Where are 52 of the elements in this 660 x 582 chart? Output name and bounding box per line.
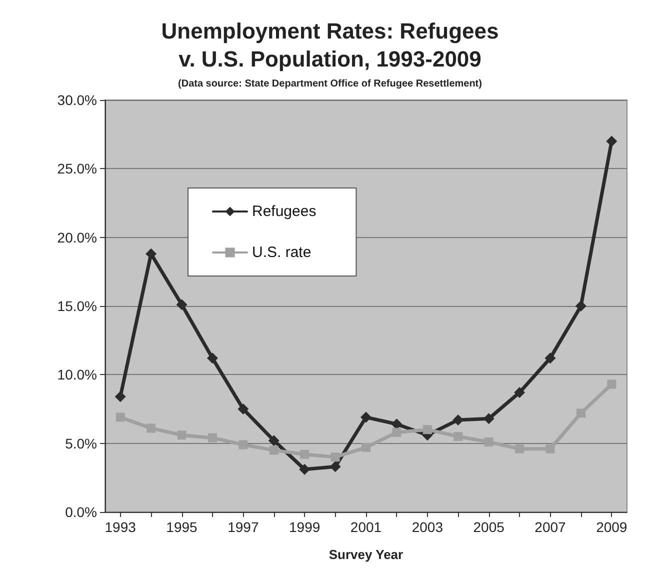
- chart-title: Unemployment Rates: Refugees v. U.S. Population, 1993-2009: [161, 18, 499, 72]
- y-tick-label: 0.0%: [65, 504, 97, 520]
- chart-subtitle: (Data source: State Department Office of Refugee Resettlement): [178, 78, 482, 90]
- point: [606, 136, 618, 147]
- point: [515, 444, 524, 454]
- y-tick-label: 20.0%: [57, 229, 97, 246]
- point: [299, 464, 310, 475]
- point: [483, 413, 494, 424]
- point: [268, 435, 280, 446]
- point: [392, 428, 402, 437]
- point: [484, 437, 494, 446]
- point: [362, 442, 370, 452]
- y-tick-label: 10.0%: [57, 366, 97, 383]
- point: [514, 387, 526, 398]
- point: [146, 248, 157, 260]
- x-tick-label: 2001: [350, 519, 382, 535]
- x-tick-label: 2003: [412, 519, 444, 535]
- x-tick-label: 2009: [596, 519, 628, 535]
- point: [330, 452, 340, 462]
- point: [575, 300, 586, 312]
- legend-label: Refugees: [252, 203, 316, 220]
- point: [116, 412, 125, 422]
- y-tick-label: 5.0%: [65, 435, 97, 452]
- point: [114, 391, 126, 402]
- point: [177, 430, 186, 440]
- point: [576, 408, 586, 418]
- point: [360, 412, 372, 423]
- point: [454, 432, 463, 441]
- x-tick-label: 1999: [289, 519, 320, 535]
- point: [208, 433, 217, 442]
- x-tick-label: 1995: [166, 519, 198, 535]
- point: [300, 450, 310, 459]
- point: [238, 404, 249, 414]
- point: [330, 461, 341, 472]
- point: [146, 424, 156, 433]
- point: [607, 380, 616, 389]
- point: [206, 352, 218, 364]
- x-tick-label: 1997: [228, 519, 259, 535]
- y-tick-label: 30.0%: [57, 92, 97, 108]
- point: [176, 299, 188, 310]
- point: [269, 446, 278, 455]
- point: [238, 440, 248, 450]
- x-tick-label: 2005: [473, 519, 505, 535]
- x-tick-label: 1993: [104, 519, 136, 535]
- x-tick-label: 2007: [534, 519, 566, 535]
- point: [422, 425, 432, 434]
- x-axis-title: Survey Year: [328, 547, 404, 562]
- point: [546, 444, 555, 454]
- point: [544, 352, 556, 364]
- legend-label: U.S. rate: [252, 244, 312, 261]
- y-tick-label: 25.0%: [57, 160, 97, 177]
- y-tick-label: 15.0%: [57, 298, 97, 314]
